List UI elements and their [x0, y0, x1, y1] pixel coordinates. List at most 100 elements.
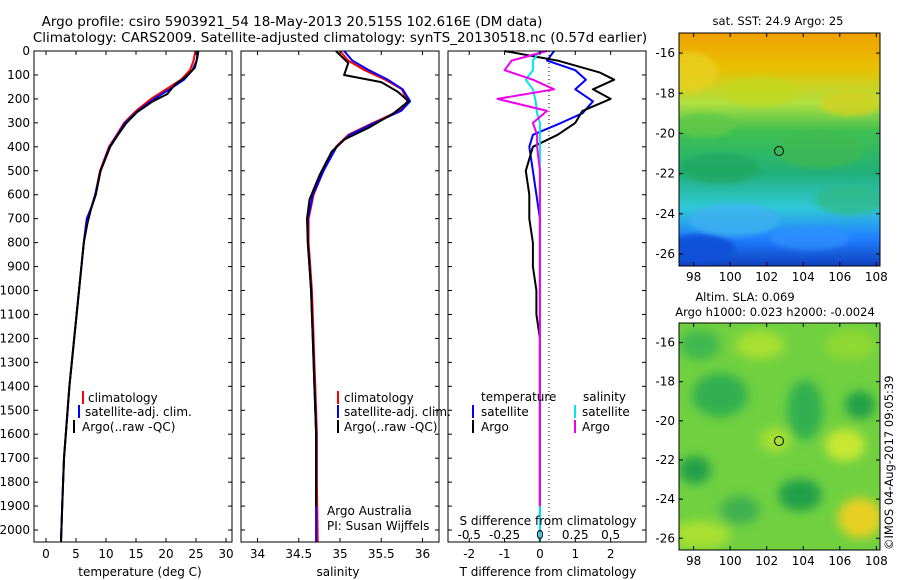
figure-title-line1: Argo profile: csiro 5903921_54 18-May-20… [42, 14, 543, 30]
legend-s-argo: Argo [582, 420, 610, 434]
temperature-x-label: temperature (deg C) [78, 565, 201, 579]
x-tick-label: 30 [218, 547, 233, 561]
series-climatology [60, 50, 197, 543]
depth-tick-label: 200 [7, 92, 30, 106]
depth-tick-label: 1500 [0, 403, 30, 417]
series-satellite-adj-clim- [60, 50, 199, 543]
argo-australia-label: Argo Australia [327, 504, 412, 518]
series-climatology [307, 50, 409, 543]
map-lon-tick: 98 [686, 554, 701, 568]
argo-location-marker-2 [774, 436, 784, 446]
legend-t-argo: Argo [481, 420, 509, 434]
x-tick-label: 10 [98, 547, 113, 561]
depth-tick-label: 1100 [0, 307, 30, 321]
depth-tick-label: 2000 [0, 523, 30, 537]
map-lon-tick: 100 [719, 554, 742, 568]
depth-tick-label: 1400 [0, 379, 30, 393]
map-lon-tick: 102 [755, 270, 778, 284]
map-lat-tick: -20 [655, 126, 675, 140]
legend-climatology: climatology [88, 391, 158, 405]
legend-temperature-title: temperature [481, 390, 556, 404]
salinity-panel: 34 34.5 35 35.5 36 climatology satellite-adj… [240, 50, 451, 579]
s-tick-label: 0.5 [601, 528, 620, 542]
depth-tick-label: 100 [7, 68, 30, 82]
depth-tick-label: 1600 [0, 427, 30, 441]
map-lon-tick: 100 [719, 270, 742, 284]
sla-map: Altim. SLA: 0.069 Argo h1000: 0.023 h200… [655, 290, 887, 568]
legend-t-satellite: satellite [481, 405, 529, 419]
legend-salinity-title: salinity [583, 390, 626, 404]
depth-tick-label: 0 [22, 44, 30, 58]
pi-label: PI: Susan Wijffels [327, 519, 429, 533]
sst-map-title: sat. SST: 24.9 Argo: 25 [713, 14, 844, 28]
sla-map-subtitle: Argo h1000: 0.023 h2000: -0.0024 [675, 305, 875, 319]
map-lat-tick: -18 [655, 86, 675, 100]
legend-s-satellite: satellite [582, 405, 630, 419]
depth-tick-label: 1800 [0, 475, 30, 489]
depth-tick-label: 1200 [0, 331, 30, 345]
x-tick-label: 35.5 [368, 547, 395, 561]
map-lon-tick: 106 [828, 554, 851, 568]
x-tick-label: 36 [415, 547, 430, 561]
map-lon-tick: 108 [865, 270, 888, 284]
map-lat-tick: -20 [655, 414, 675, 428]
depth-tick-label: 1700 [0, 451, 30, 465]
map-lat-tick: -26 [655, 247, 675, 261]
argo-location-marker [774, 146, 784, 156]
x-tick-label: 20 [158, 547, 173, 561]
map-lon-tick: 102 [755, 554, 778, 568]
x-tick-label: 0 [536, 547, 544, 561]
legend-argo-s: Argo(..raw -QC) [344, 420, 437, 434]
x-tick-label: 35 [332, 547, 347, 561]
x-tick-label: 5 [72, 547, 80, 561]
series-argo-raw-qc- [60, 50, 200, 543]
map-lon-tick: 98 [686, 270, 701, 284]
salinity-legend: climatology satellite-adj. clim. Argo(..… [337, 391, 451, 434]
map-lon-tick: 108 [865, 554, 888, 568]
map-lat-tick: -24 [655, 207, 675, 221]
depth-tick-label: 700 [7, 212, 30, 226]
series-argo [496, 50, 556, 507]
depth-tick-label: 600 [7, 188, 30, 202]
depth-tick-label: 900 [7, 260, 30, 274]
difference-legend: temperature salinity satellite Argo sate… [472, 390, 630, 434]
map-lat-tick: -16 [655, 336, 675, 350]
x-tick-label: -1 [499, 547, 511, 561]
s-tick-label: 0.25 [562, 528, 589, 542]
map-lon-tick: 104 [792, 554, 815, 568]
s-tick-label: 0 [536, 528, 544, 542]
legend-satellite-adj: satellite-adj. clim. [85, 405, 192, 419]
difference-panel: -2 -1 0 1 2 -0.5 -0.25 0 0.25 0.5 temperature sal… [447, 50, 647, 579]
legend-satellite-adj-s: satellite-adj. clim. [344, 405, 451, 419]
depth-tick-label: 1900 [0, 499, 30, 513]
map-lon-tick: 106 [828, 270, 851, 284]
x-tick-label: 0 [42, 547, 50, 561]
figure-title-line2: Climatology: CARS2009. Satellite-adjuste… [33, 30, 647, 46]
map-lat-tick: -22 [655, 453, 675, 467]
sla-map-title: Altim. SLA: 0.069 [695, 290, 794, 304]
depth-tick-label: 1300 [0, 355, 30, 369]
map-lat-tick: -24 [655, 492, 675, 506]
series-satellite [528, 50, 594, 542]
s-tick-label: -0.25 [489, 528, 520, 542]
depth-tick-label: 1000 [0, 284, 30, 298]
series-argo [504, 50, 616, 507]
temperature-panel: 0100200300400500600700800900100011001200… [0, 44, 234, 579]
depth-tick-label: 500 [7, 164, 30, 178]
t-difference-label: T difference from climatology [459, 565, 637, 579]
x-tick-label: 2 [607, 547, 615, 561]
x-tick-label: 34.5 [285, 547, 312, 561]
s-difference-label: S difference from climatology [460, 514, 637, 528]
x-tick-label: 15 [128, 547, 143, 561]
imos-timestamp: ©IMOS 04-Aug-2017 09:05:39 [882, 375, 896, 550]
depth-tick-label: 400 [7, 140, 30, 154]
map-lat-tick: -16 [655, 46, 675, 60]
map-lat-tick: -26 [655, 531, 675, 545]
series-argo-raw-qc- [306, 50, 410, 507]
s-tick-label: -0.5 [458, 528, 481, 542]
depth-tick-label: 300 [7, 116, 30, 130]
legend-climatology-s: climatology [344, 391, 414, 405]
temperature-legend: climatology satellite-adj. clim. Argo(..… [73, 391, 192, 434]
x-tick-label: 34 [250, 547, 265, 561]
